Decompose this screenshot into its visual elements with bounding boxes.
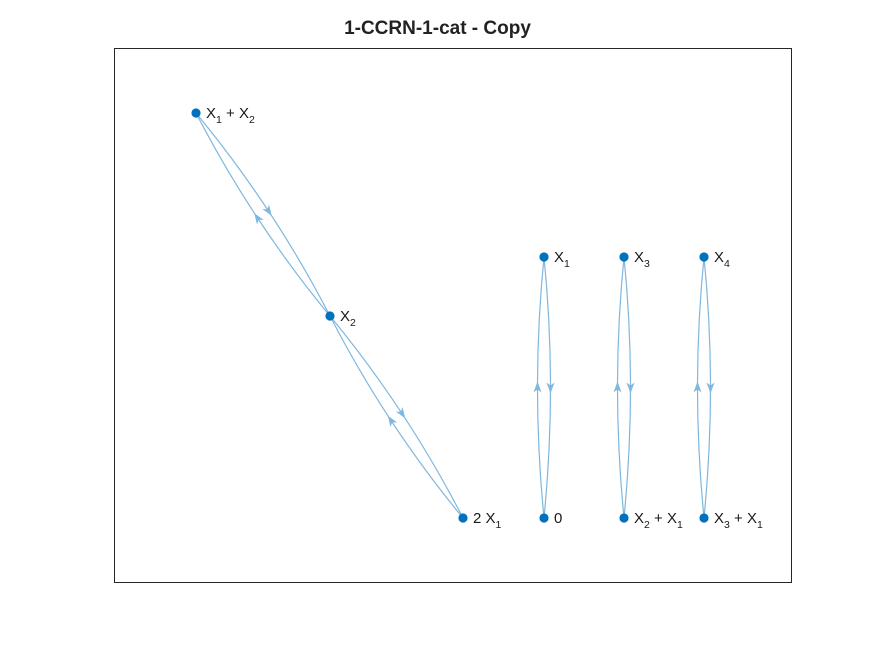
edge-x2-to-2x1 (329, 315, 464, 519)
arrowhead-2x1-to-x2 (387, 415, 398, 427)
label-text: X (714, 510, 724, 527)
label-subscript: 2 (350, 317, 356, 329)
arrowhead-x4-to-x3_plus_x1 (706, 382, 715, 394)
label-text: + X (222, 105, 249, 122)
label-text: X (340, 308, 350, 325)
label-text: X (634, 249, 644, 266)
node-label-2x1: 2 X1 (473, 510, 502, 531)
label-subscript: 2 (249, 114, 255, 126)
label-subscript: 3 (724, 519, 730, 531)
edge-x1_plus_x2-to-x2 (195, 112, 331, 317)
label-subscript: 1 (496, 519, 502, 531)
arrowhead-zero-to-x1 (533, 381, 542, 393)
label-subscript: 3 (644, 258, 650, 270)
label-subscript: 2 (644, 519, 650, 531)
label-subscript: 1 (564, 258, 570, 270)
node-label-x1_plus_x2: X1 + X2 (206, 105, 255, 126)
label-text: + X (650, 510, 677, 527)
arrowhead-x1-to-zero (546, 382, 555, 394)
label-subscript: 1 (677, 519, 683, 531)
arrowhead-x3_plus_x1-to-x4 (693, 381, 702, 393)
label-subscript: 1 (216, 114, 222, 126)
node-label-x4: X4 (714, 249, 730, 270)
arrowhead-x1_plus_x2-to-x2 (262, 204, 272, 216)
node-label-x2_plus_x1: X2 + X1 (634, 510, 683, 531)
label-text: + X (730, 510, 757, 527)
arrowhead-x2-to-2x1 (395, 407, 406, 419)
node-zero (539, 513, 549, 523)
label-text: 2 X (473, 510, 496, 527)
axes-box (114, 48, 792, 583)
node-label-x2: X2 (340, 308, 356, 329)
node-label-x1: X1 (554, 249, 570, 270)
label-subscript: 4 (724, 258, 730, 270)
label-subscript: 1 (757, 519, 763, 531)
label-text: X (206, 105, 216, 122)
arrowhead-x2_plus_x1-to-x3 (613, 381, 622, 393)
node-x2 (325, 311, 335, 321)
node-label-x3: X3 (634, 249, 650, 270)
node-2x1 (458, 513, 468, 523)
node-x3 (619, 252, 629, 262)
node-x2_plus_x1 (619, 513, 629, 523)
edge-x2-to-x1_plus_x2 (195, 112, 331, 317)
arrowhead-x2-to-x1_plus_x2 (254, 213, 264, 225)
node-label-zero: 0 (554, 510, 562, 527)
edge-2x1-to-x2 (329, 315, 464, 519)
node-x1 (539, 252, 549, 262)
arrowhead-x3-to-x2_plus_x1 (626, 382, 635, 394)
node-x3_plus_x1 (699, 513, 709, 523)
label-text: X (714, 249, 724, 266)
node-x1_plus_x2 (191, 108, 201, 118)
label-text: X (634, 510, 644, 527)
label-text: 0 (554, 510, 562, 527)
edges-layer (195, 112, 715, 519)
node-label-x3_plus_x1: X3 + X1 (714, 510, 763, 531)
figure-title: 1-CCRN-1-cat - Copy (344, 18, 531, 39)
node-x4 (699, 252, 709, 262)
label-text: X (554, 249, 564, 266)
